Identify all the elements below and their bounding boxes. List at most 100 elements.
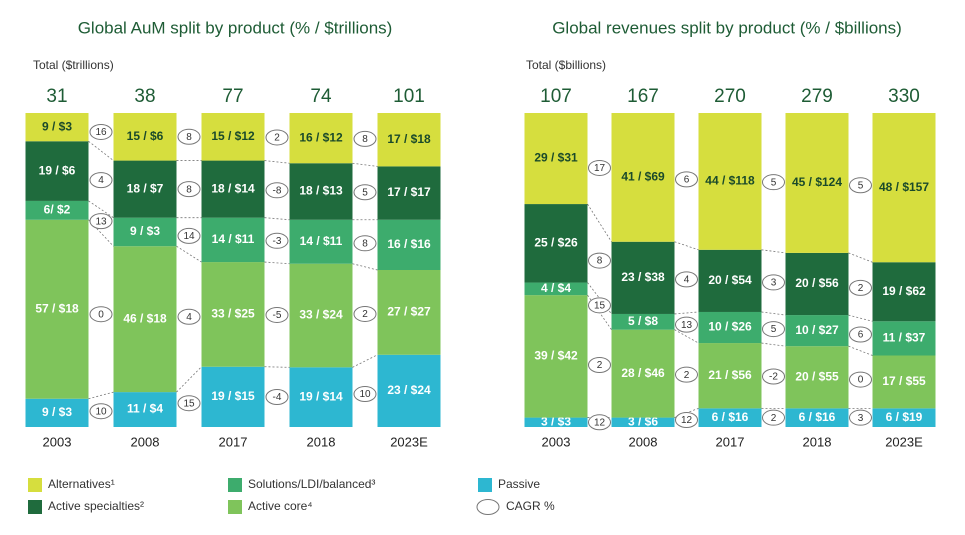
cagr-label: 5 xyxy=(771,177,777,188)
segment-label: 19 / $6 xyxy=(39,163,76,177)
segment-label: 3 / $6 xyxy=(628,414,658,428)
bar-segment xyxy=(289,163,353,220)
bar-segment xyxy=(201,262,265,367)
cagr-oval xyxy=(849,409,872,426)
cagr-label: -4 xyxy=(273,392,282,403)
segment-label: 19 / $15 xyxy=(211,389,255,403)
segment-label: 11 / $37 xyxy=(883,331,926,345)
segment-label: 17 / $17 xyxy=(387,185,431,199)
bar-segment xyxy=(785,346,849,409)
segment-label: 6/ $2 xyxy=(44,203,71,217)
connector xyxy=(761,311,786,316)
segment-label: 41 / $69 xyxy=(621,170,665,184)
cagr-oval xyxy=(675,171,698,188)
bar-segment xyxy=(872,262,936,322)
total-label: Total ($trillions) xyxy=(33,58,114,72)
cagr-oval xyxy=(588,159,611,176)
segment-label: 14 / $11 xyxy=(212,232,255,246)
x-tick-label: 2008 xyxy=(131,434,160,449)
connector xyxy=(264,366,290,368)
bar-segment xyxy=(377,354,441,427)
connector xyxy=(761,249,786,254)
bar-segment xyxy=(25,219,89,399)
cagr-label: 6 xyxy=(858,330,864,341)
bar-segment xyxy=(113,160,177,218)
legend-label: Active core⁴ xyxy=(248,499,313,513)
cagr-oval xyxy=(762,368,785,385)
connector xyxy=(264,160,290,164)
cagr-oval xyxy=(849,177,872,194)
cagr-oval xyxy=(265,129,289,146)
connector xyxy=(674,311,699,315)
cagr-oval xyxy=(177,227,201,244)
x-tick-label: 2017 xyxy=(219,434,248,449)
cagr-oval xyxy=(353,130,377,147)
cagr-label: -8 xyxy=(273,185,282,196)
x-tick-label: 2003 xyxy=(43,434,72,449)
bar-segment xyxy=(25,398,89,427)
connector xyxy=(587,203,612,242)
legend-swatch xyxy=(228,500,242,514)
bar-segment xyxy=(611,329,675,418)
bar-segment xyxy=(785,113,849,253)
bar-segment xyxy=(377,219,441,270)
cagr-oval xyxy=(762,321,785,338)
cagr-label: -3 xyxy=(273,236,282,247)
x-tick-label: 2008 xyxy=(629,434,658,449)
total-value: 38 xyxy=(134,86,155,107)
x-tick-label: 2018 xyxy=(803,434,832,449)
cagr-oval xyxy=(89,123,113,140)
cagr-label: 15 xyxy=(594,300,606,311)
total-value: 279 xyxy=(801,86,833,107)
bar-segment xyxy=(524,113,588,205)
bar-segment xyxy=(524,417,588,427)
cagr-label: 0 xyxy=(858,375,864,386)
segment-label: 5 / $8 xyxy=(628,314,658,328)
segment-label: 23 / $38 xyxy=(621,270,665,284)
bar-segment xyxy=(872,408,936,427)
segment-label: 9 / $3 xyxy=(130,224,160,238)
bar-segment xyxy=(785,408,849,427)
segment-label: 27 / $27 xyxy=(387,305,431,319)
cagr-oval xyxy=(675,271,698,288)
connector xyxy=(176,245,202,263)
bar-segment xyxy=(25,113,89,142)
legend-label: CAGR % xyxy=(506,499,555,513)
bar-segment xyxy=(201,113,265,161)
bar-segment xyxy=(524,282,588,296)
cagr-label: 8 xyxy=(186,184,192,195)
cagr-oval xyxy=(675,411,698,428)
segment-label: 18 / $7 xyxy=(127,181,164,195)
segment-label: 20 / $55 xyxy=(795,369,839,383)
chart-title: Global revenues split by product (% / $b… xyxy=(552,18,902,37)
cagr-label: 8 xyxy=(186,132,192,143)
segment-label: 25 / $26 xyxy=(534,235,578,249)
cagr-label: 3 xyxy=(771,278,777,289)
cagr-oval xyxy=(353,386,377,403)
segment-label: 19 / $14 xyxy=(299,389,343,403)
legend-swatch xyxy=(478,478,492,492)
cagr-oval xyxy=(89,403,113,420)
total-value: 167 xyxy=(627,86,659,107)
segment-label: 6 / $16 xyxy=(712,410,749,424)
connector xyxy=(88,391,114,400)
bar-segment xyxy=(611,113,675,242)
bar-segment xyxy=(611,417,675,427)
cagr-label: 0 xyxy=(98,309,104,320)
segment-label: 23 / $24 xyxy=(387,383,431,397)
cagr-label: 16 xyxy=(95,127,107,138)
cagr-label: 10 xyxy=(359,389,371,400)
segment-label: 6 / $19 xyxy=(886,410,923,424)
bar-segment xyxy=(524,295,588,418)
cagr-label: 3 xyxy=(858,413,864,424)
segment-label: 29 / $31 xyxy=(534,151,578,165)
cagr-oval xyxy=(353,235,377,252)
cagr-label: 8 xyxy=(597,256,603,267)
connector xyxy=(848,314,873,322)
connector xyxy=(674,329,699,344)
total-value: 31 xyxy=(46,86,67,107)
total-value: 101 xyxy=(393,86,425,107)
cagr-oval xyxy=(265,232,289,249)
total-value: 77 xyxy=(222,86,243,107)
cagr-label: -5 xyxy=(273,310,282,321)
